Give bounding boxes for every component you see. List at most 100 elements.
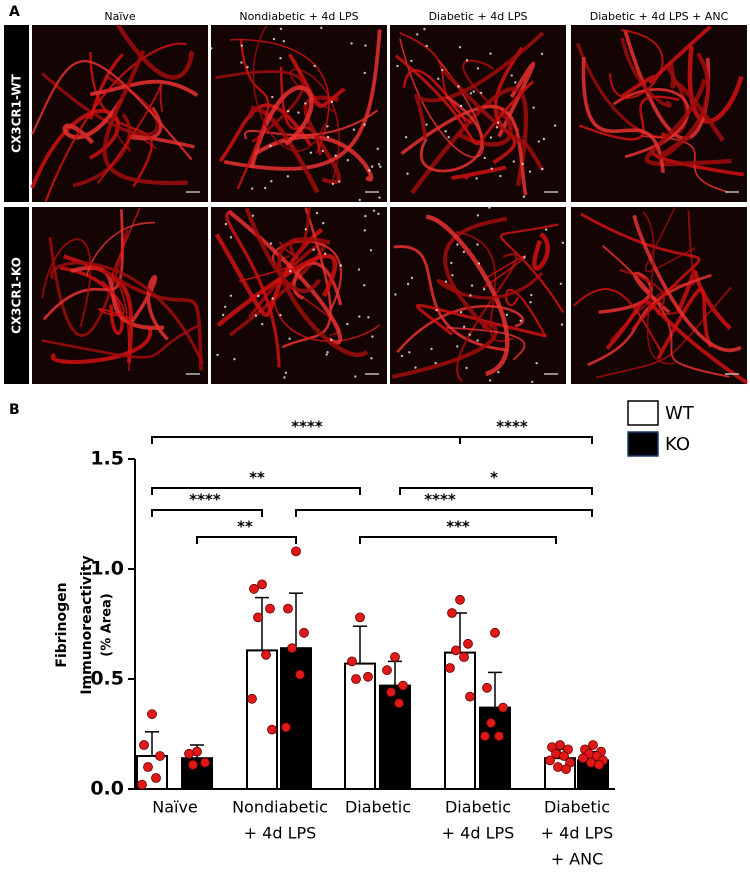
- data-point: [363, 671, 373, 682]
- speckle: [469, 92, 473, 95]
- speckle: [376, 147, 379, 151]
- significance-label: ****: [189, 491, 221, 509]
- legend-label: WT: [665, 403, 695, 424]
- speckle: [370, 357, 373, 360]
- speckle: [369, 249, 373, 252]
- significance-label: **: [249, 469, 265, 487]
- x-tick-label: Naïve: [152, 798, 198, 817]
- vessel: [102, 49, 188, 186]
- x-tick-label: + 4d LPS: [541, 824, 614, 843]
- legend-swatch: [627, 431, 659, 457]
- speckle: [470, 284, 474, 287]
- speckle: [512, 160, 515, 163]
- speckle: [532, 106, 535, 109]
- speckle: [324, 252, 327, 255]
- x-tick-label: Diabetic: [445, 798, 511, 817]
- bar: [444, 651, 476, 790]
- speckle: [456, 243, 459, 246]
- speckle: [499, 174, 502, 178]
- speckle: [363, 71, 366, 75]
- data-point: [200, 757, 210, 768]
- data-point: [455, 594, 465, 605]
- speckle: [535, 361, 538, 365]
- speckle: [363, 229, 367, 232]
- speckle: [561, 241, 565, 244]
- speckle: [462, 325, 466, 329]
- data-point: [447, 608, 457, 618]
- speckle: [321, 149, 324, 153]
- micrograph: [571, 207, 749, 385]
- vessel: [668, 63, 725, 142]
- vessel: [236, 38, 270, 190]
- speckle: [354, 375, 357, 378]
- speckle: [367, 316, 370, 319]
- speckle: [510, 74, 513, 77]
- speckle: [288, 337, 291, 340]
- vessel: [676, 269, 732, 330]
- column-header: Diabetic + 4d LPS: [429, 10, 528, 23]
- speckle: [495, 126, 499, 129]
- significance-bracket: [196, 536, 297, 544]
- vessel: [88, 53, 124, 120]
- speckle: [350, 42, 353, 45]
- significance-bracket: [295, 509, 593, 517]
- vessel: [642, 135, 730, 194]
- speckle: [489, 52, 492, 55]
- vessel: [419, 95, 484, 173]
- vessel: [436, 272, 544, 300]
- vessel: [451, 165, 507, 181]
- speckle: [459, 104, 463, 108]
- x-tick-label: + ANC: [551, 850, 604, 869]
- data-point: [347, 656, 357, 667]
- speckle: [283, 376, 286, 379]
- speckle: [416, 33, 419, 36]
- vessel: [225, 211, 281, 368]
- speckle: [530, 293, 533, 297]
- vessel: [396, 304, 524, 353]
- vessel: [116, 24, 194, 80]
- vessel: [50, 327, 152, 364]
- vessel: [415, 303, 547, 338]
- data-point: [555, 740, 565, 750]
- speckle: [279, 56, 282, 60]
- vessel: [441, 68, 545, 172]
- vessel: [288, 53, 346, 108]
- data-point: [386, 687, 396, 698]
- vessel: [644, 78, 732, 167]
- speckle: [450, 261, 453, 265]
- speckle: [269, 242, 273, 245]
- vessel: [216, 253, 338, 327]
- speckle: [400, 354, 404, 358]
- micrograph: [32, 207, 208, 384]
- speckle: [465, 59, 469, 62]
- data-point: [445, 663, 455, 673]
- data-point: [390, 652, 400, 662]
- speckle: [451, 273, 454, 277]
- speckle: [476, 214, 480, 217]
- speckle: [322, 221, 325, 225]
- vessel: [394, 54, 535, 146]
- speckle: [334, 154, 337, 157]
- data-point: [553, 762, 563, 772]
- row-label: CX3CR1-WT: [10, 73, 24, 152]
- speckle: [210, 47, 213, 50]
- micrograph: [210, 25, 387, 202]
- speckle: [541, 167, 544, 171]
- vessel: [273, 301, 381, 343]
- column-header: Nondiabetic + 4d LPS: [239, 10, 358, 23]
- speckle: [269, 144, 272, 148]
- speckle: [553, 124, 557, 127]
- speckle: [406, 282, 410, 286]
- speckle: [221, 313, 225, 317]
- speckle: [505, 313, 509, 317]
- speckle: [468, 333, 471, 336]
- speckle: [320, 26, 323, 30]
- speckle: [251, 187, 254, 190]
- y-tick-label: 0.5: [90, 668, 124, 690]
- speckle: [263, 186, 267, 190]
- vessel: [86, 221, 156, 277]
- significance-bracket: [399, 487, 593, 495]
- speckle: [313, 64, 316, 68]
- speckle: [483, 288, 486, 291]
- speckle: [404, 136, 408, 139]
